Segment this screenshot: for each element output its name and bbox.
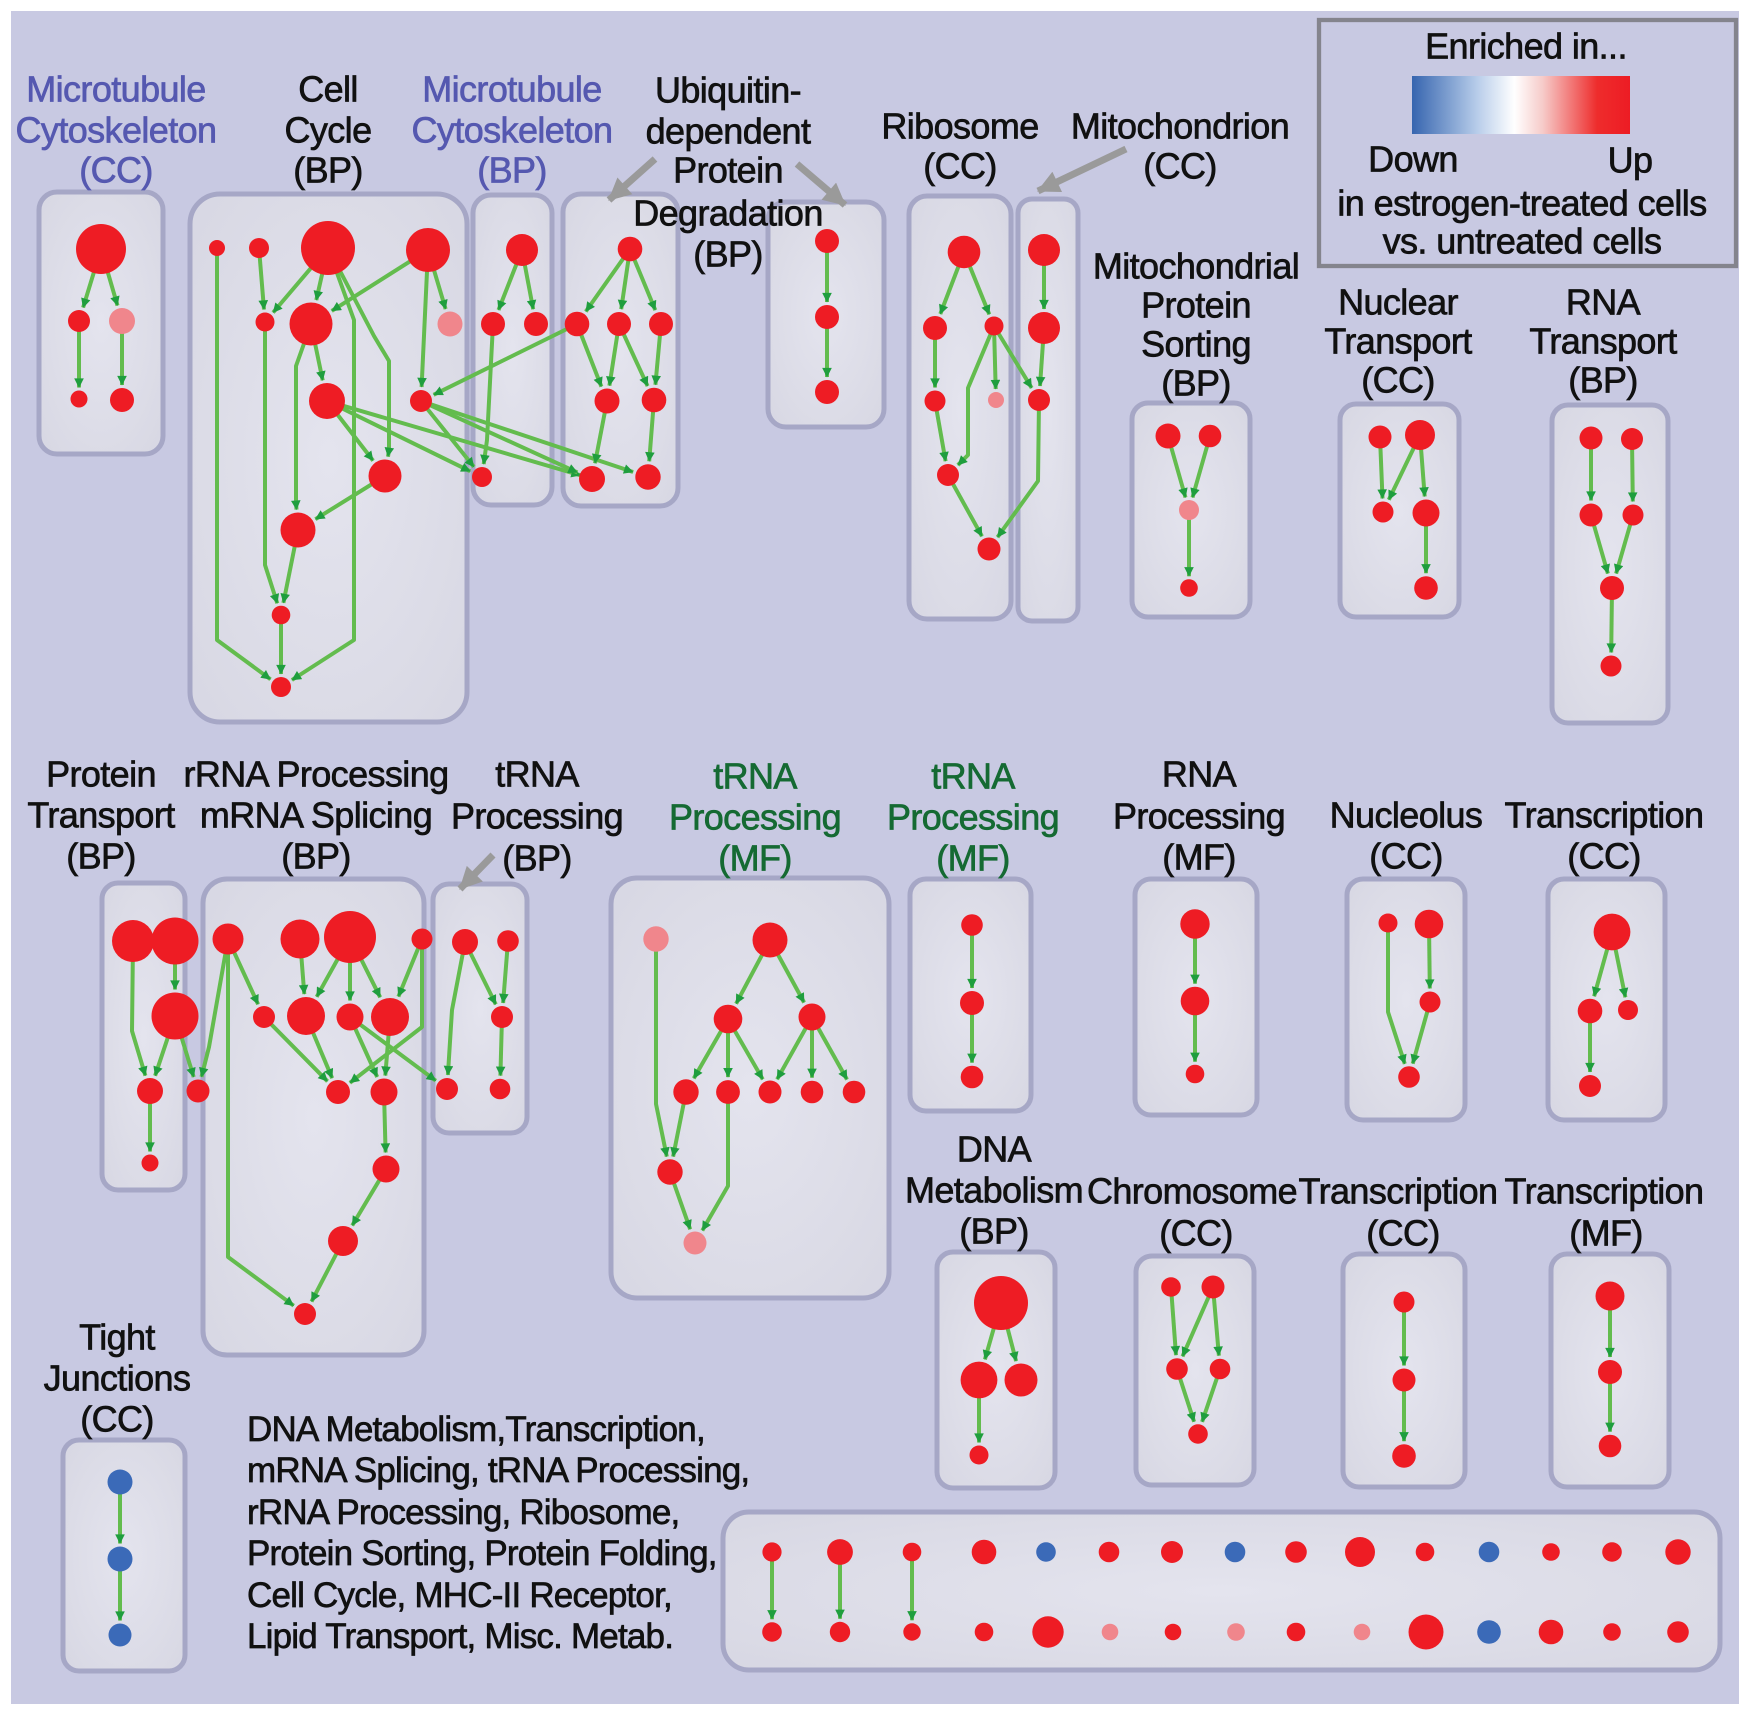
svg-text:(CC): (CC) <box>79 150 153 191</box>
svg-text:(CC): (CC) <box>1361 360 1435 401</box>
svg-text:Protein: Protein <box>46 754 156 795</box>
svg-text:Processing: Processing <box>1113 796 1285 837</box>
svg-text:(CC): (CC) <box>1567 836 1641 877</box>
svg-text:(MF): (MF) <box>1569 1213 1643 1254</box>
svg-text:Processing: Processing <box>451 796 623 837</box>
svg-text:(CC): (CC) <box>923 146 997 187</box>
svg-text:Protein: Protein <box>673 150 783 191</box>
svg-text:Nuclear: Nuclear <box>1338 282 1458 323</box>
svg-text:(BP): (BP) <box>693 234 763 275</box>
svg-text:DNA: DNA <box>957 1129 1032 1170</box>
svg-text:Cycle: Cycle <box>284 110 371 151</box>
svg-text:rRNA Processing, Ribosome,: rRNA Processing, Ribosome, <box>247 1493 679 1532</box>
svg-text:Cytoskeleton: Cytoskeleton <box>412 110 613 151</box>
svg-text:Transcription: Transcription <box>1505 795 1704 836</box>
svg-text:Protein Sorting, Protein Foldi: Protein Sorting, Protein Folding, <box>247 1534 717 1573</box>
svg-text:Lipid Transport, Misc. Metab.: Lipid Transport, Misc. Metab. <box>247 1617 673 1656</box>
svg-text:(BP): (BP) <box>959 1211 1029 1252</box>
svg-text:(BP): (BP) <box>281 836 351 877</box>
svg-text:Tight: Tight <box>79 1317 155 1358</box>
svg-text:(BP): (BP) <box>1161 363 1231 404</box>
svg-text:Transcription: Transcription <box>1505 1171 1704 1212</box>
svg-text:Transport: Transport <box>1324 321 1472 362</box>
svg-text:dependent: dependent <box>646 111 811 152</box>
svg-text:Metabolism: Metabolism <box>905 1170 1083 1211</box>
svg-text:Enriched in...: Enriched in... <box>1425 26 1627 67</box>
svg-text:tRNA: tRNA <box>713 756 797 797</box>
svg-text:(BP): (BP) <box>477 150 547 191</box>
svg-text:Protein: Protein <box>1141 285 1251 326</box>
svg-text:Junctions: Junctions <box>44 1358 191 1399</box>
svg-text:Mitochondrion: Mitochondrion <box>1071 106 1289 147</box>
svg-text:Nucleolus: Nucleolus <box>1330 795 1483 836</box>
svg-text:vs. untreated cells: vs. untreated cells <box>1383 221 1662 262</box>
svg-text:(BP): (BP) <box>66 836 136 877</box>
svg-text:Up: Up <box>1608 140 1653 181</box>
svg-text:(CC): (CC) <box>1366 1213 1440 1254</box>
svg-text:Processing: Processing <box>669 797 841 838</box>
svg-text:(MF): (MF) <box>718 838 792 879</box>
svg-text:(CC): (CC) <box>1159 1213 1233 1254</box>
svg-text:(BP): (BP) <box>293 150 363 191</box>
svg-text:Transport: Transport <box>27 795 175 836</box>
svg-text:Cell: Cell <box>298 69 358 110</box>
svg-text:Chromosome: Chromosome <box>1087 1171 1297 1212</box>
svg-text:(CC): (CC) <box>80 1399 154 1440</box>
svg-text:(CC): (CC) <box>1143 146 1217 187</box>
svg-text:Down: Down <box>1368 139 1458 180</box>
svg-text:rRNA Processing: rRNA Processing <box>183 754 448 795</box>
svg-text:Sorting: Sorting <box>1141 324 1251 365</box>
svg-text:RNA: RNA <box>1566 282 1641 323</box>
svg-text:(BP): (BP) <box>1568 360 1638 401</box>
svg-text:Transport: Transport <box>1529 321 1677 362</box>
svg-text:Cytoskeleton: Cytoskeleton <box>16 110 217 151</box>
svg-text:Processing: Processing <box>887 797 1059 838</box>
svg-text:in estrogen-treated cells: in estrogen-treated cells <box>1337 183 1706 224</box>
svg-text:Degradation: Degradation <box>633 193 823 234</box>
svg-text:Transcription: Transcription <box>1299 1171 1498 1212</box>
svg-text:tRNA: tRNA <box>931 756 1015 797</box>
svg-text:Mitochondrial: Mitochondrial <box>1093 246 1299 287</box>
svg-text:RNA: RNA <box>1162 754 1237 795</box>
svg-text:(MF): (MF) <box>1162 837 1236 878</box>
svg-text:tRNA: tRNA <box>495 754 579 795</box>
svg-text:Microtubule: Microtubule <box>26 69 205 110</box>
svg-text:mRNA Splicing, tRNA Processing: mRNA Splicing, tRNA Processing, <box>247 1451 749 1490</box>
svg-text:DNA Metabolism,Transcription,: DNA Metabolism,Transcription, <box>247 1410 705 1449</box>
svg-text:mRNA Splicing: mRNA Splicing <box>200 795 432 836</box>
svg-text:(BP): (BP) <box>502 838 572 879</box>
svg-text:Cell Cycle, MHC-II Receptor,: Cell Cycle, MHC-II Receptor, <box>247 1576 672 1615</box>
svg-text:(CC): (CC) <box>1369 836 1443 877</box>
svg-text:Ribosome: Ribosome <box>881 106 1038 147</box>
svg-text:(MF): (MF) <box>936 838 1010 879</box>
svg-text:Microtubule: Microtubule <box>422 69 601 110</box>
svg-text:Ubiquitin-: Ubiquitin- <box>655 70 801 111</box>
